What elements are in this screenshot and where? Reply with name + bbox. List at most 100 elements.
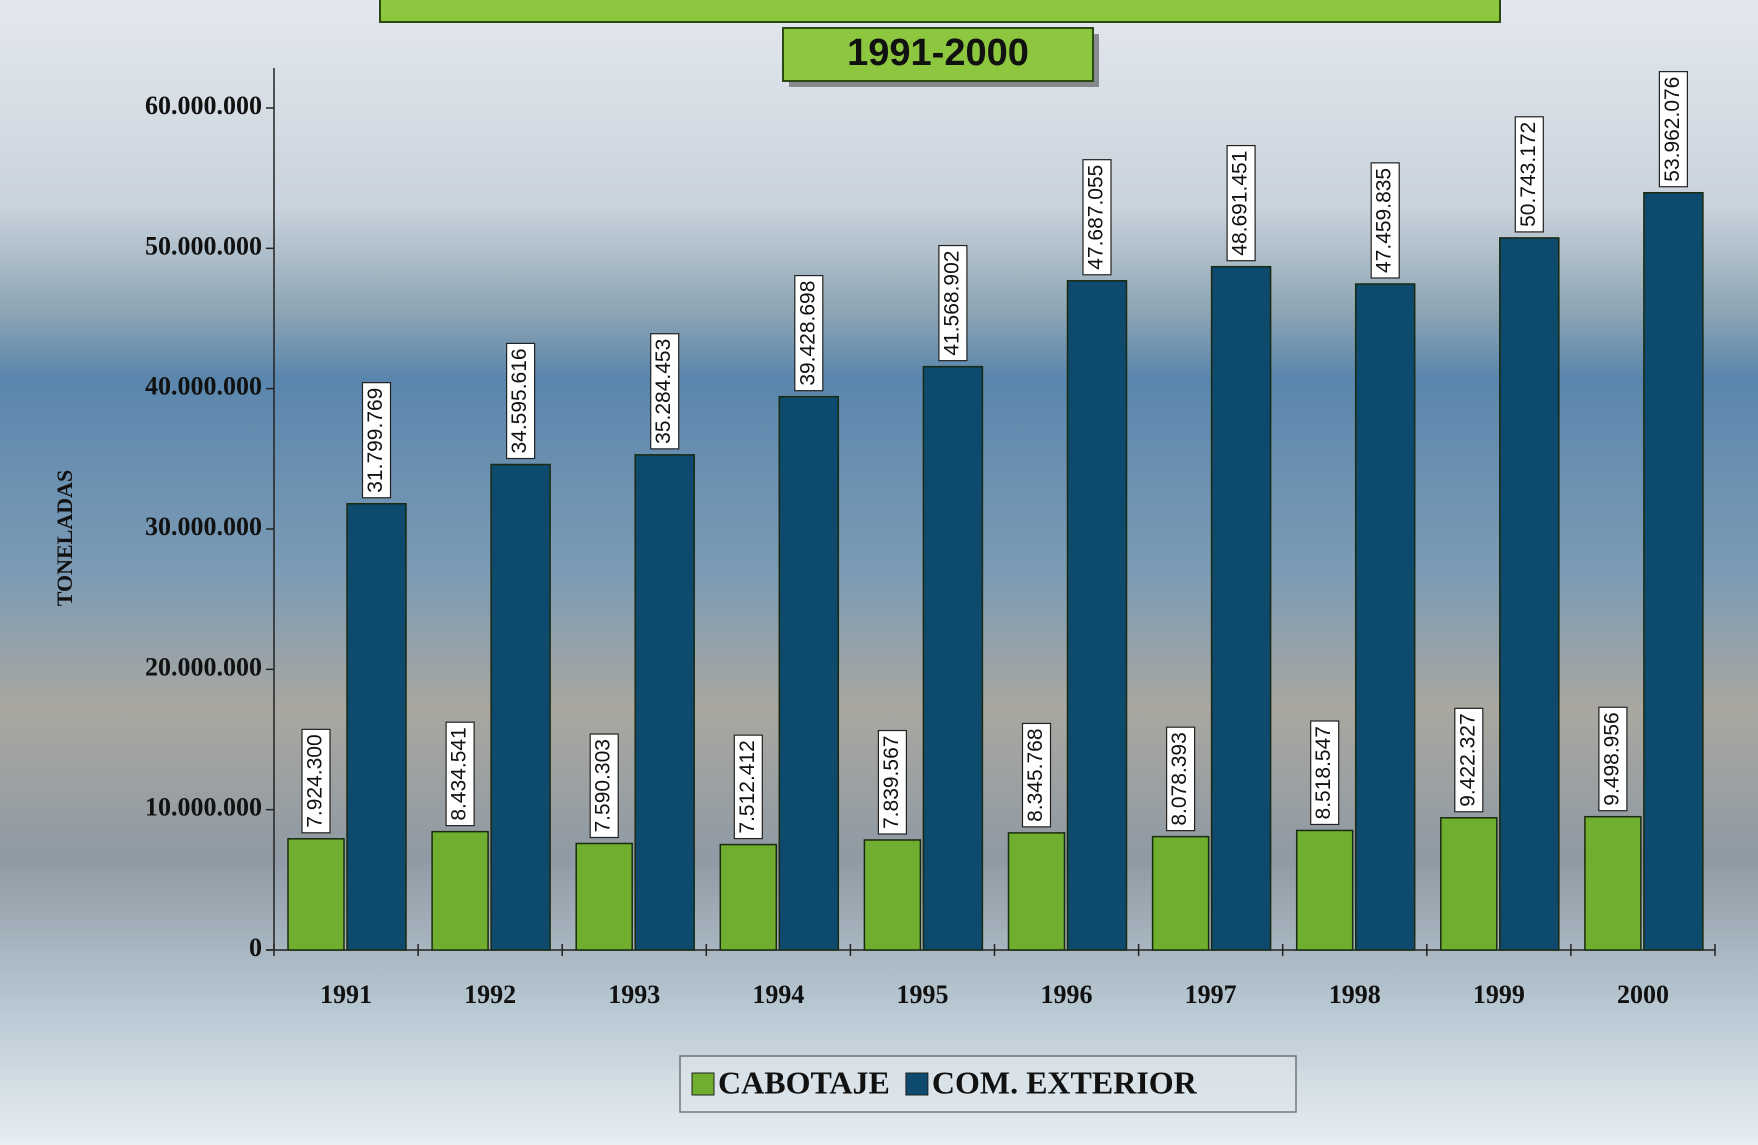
value-label: 9.422.327 <box>1456 713 1479 806</box>
y-tick-label: 40.000.000 <box>145 372 262 401</box>
value-label-group: 7.512.412 <box>733 734 763 840</box>
value-label: 41.568.902 <box>940 251 963 356</box>
bar <box>1210 265 1272 951</box>
value-label-box <box>938 244 968 362</box>
value-label: 7.924.300 <box>304 734 327 827</box>
legend-frame <box>679 1055 1297 1113</box>
bar <box>287 838 345 951</box>
x-tick-label: 1995 <box>896 980 948 1009</box>
value-label-box <box>506 342 536 460</box>
value-label-box <box>794 274 824 392</box>
title-box <box>379 0 1501 23</box>
value-label: 47.687.055 <box>1085 165 1108 270</box>
value-label-box <box>877 729 908 835</box>
value-label: 7.839.567 <box>880 736 903 829</box>
value-label-group: 34.595.616 <box>506 342 536 460</box>
value-label: 8.518.547 <box>1312 726 1335 819</box>
value-label-box <box>445 721 475 827</box>
bar <box>431 830 489 951</box>
value-label-box <box>1165 726 1196 832</box>
value-label-group: 35.284.453 <box>650 333 680 450</box>
value-label-box <box>589 733 619 839</box>
x-tick-label: 1999 <box>1473 980 1525 1009</box>
value-label: 53.962.076 <box>1661 77 1684 182</box>
value-label-group: 41.568.902 <box>938 244 968 362</box>
x-tick-label: 1997 <box>1185 980 1237 1009</box>
bar <box>575 842 633 951</box>
bar <box>1440 817 1498 951</box>
value-label-group: 39.428.698 <box>794 274 824 392</box>
bar <box>1643 191 1704 951</box>
y-tick-label: 10.000.000 <box>145 793 262 822</box>
value-label: 8.345.768 <box>1024 728 1047 821</box>
value-label-box <box>361 382 392 499</box>
x-tick-label: 1998 <box>1329 980 1381 1009</box>
value-label-box <box>1021 722 1052 828</box>
value-label-group: 9.422.327 <box>1454 707 1484 813</box>
value-label-group: 7.839.567 <box>877 729 908 835</box>
y-tick-label: 20.000.000 <box>145 652 262 681</box>
value-label-box <box>1658 71 1689 188</box>
value-label: 34.595.616 <box>508 348 531 453</box>
value-label-group: 7.590.303 <box>589 733 619 839</box>
x-tick-label: 1991 <box>320 980 372 1009</box>
value-label: 7.590.303 <box>592 739 615 832</box>
subtitle-box <box>782 27 1094 82</box>
value-label: 8.434.541 <box>448 727 471 820</box>
y-tick-label: 50.000.000 <box>145 231 262 260</box>
value-label-box <box>1454 707 1484 813</box>
x-tick-label: 1994 <box>752 980 804 1009</box>
value-label-group: 8.518.547 <box>1310 720 1340 826</box>
legend: CABOTAJE COM. EXTERIOR <box>679 1055 1297 1113</box>
bar <box>1007 832 1066 951</box>
value-label-box <box>1226 144 1256 262</box>
y-tick-label: 0 <box>249 933 262 962</box>
subtitle: 1991-2000 <box>847 32 1029 74</box>
value-label-box <box>301 728 331 834</box>
bar <box>634 454 695 951</box>
bar <box>1354 283 1416 951</box>
bar <box>1584 815 1642 951</box>
value-label: 39.428.698 <box>796 281 819 386</box>
bar <box>1151 835 1210 951</box>
value-label-group: 7.924.300 <box>301 728 331 834</box>
legend-swatch <box>905 1072 929 1096</box>
bar <box>346 502 407 951</box>
value-label-box <box>1082 159 1112 276</box>
value-label-box <box>650 333 680 450</box>
x-tick-label: 2000 <box>1617 980 1669 1009</box>
value-label: 48.691.451 <box>1229 151 1252 256</box>
bar <box>490 463 551 951</box>
bar <box>778 395 840 951</box>
bar <box>1066 280 1128 951</box>
x-tick-label: 1993 <box>608 980 660 1009</box>
value-label-group: 9.498.956 <box>1598 706 1628 812</box>
value-label-box <box>1310 720 1340 826</box>
value-label-group: 31.799.769 <box>361 382 392 499</box>
y-tick-label: 30.000.000 <box>145 512 262 541</box>
value-label-box <box>1370 162 1400 279</box>
value-label: 47.459.835 <box>1373 168 1396 273</box>
bar <box>1499 237 1560 951</box>
value-label: 50.743.172 <box>1517 122 1540 227</box>
x-tick-label: 1996 <box>1041 980 1093 1009</box>
value-label-group: 53.962.076 <box>1658 71 1689 188</box>
value-label-group: 47.459.835 <box>1370 162 1400 279</box>
bar <box>1295 829 1354 951</box>
value-label-box <box>733 734 763 840</box>
y-axis-title: TONELADAS <box>52 470 77 607</box>
value-label-group: 50.743.172 <box>1514 116 1544 233</box>
value-label-group: 48.691.451 <box>1226 144 1256 262</box>
value-label-box <box>1514 116 1544 233</box>
value-label: 31.799.769 <box>364 388 387 493</box>
x-tick-label: 1992 <box>464 980 516 1009</box>
y-tick-label: 60.000.000 <box>145 91 262 120</box>
value-label-group: 8.078.393 <box>1165 726 1196 832</box>
value-label: 9.498.956 <box>1600 712 1623 805</box>
value-label: 7.512.412 <box>736 740 759 833</box>
legend-swatch <box>691 1072 715 1096</box>
value-label-group: 8.345.768 <box>1021 722 1052 828</box>
bar <box>922 365 984 951</box>
